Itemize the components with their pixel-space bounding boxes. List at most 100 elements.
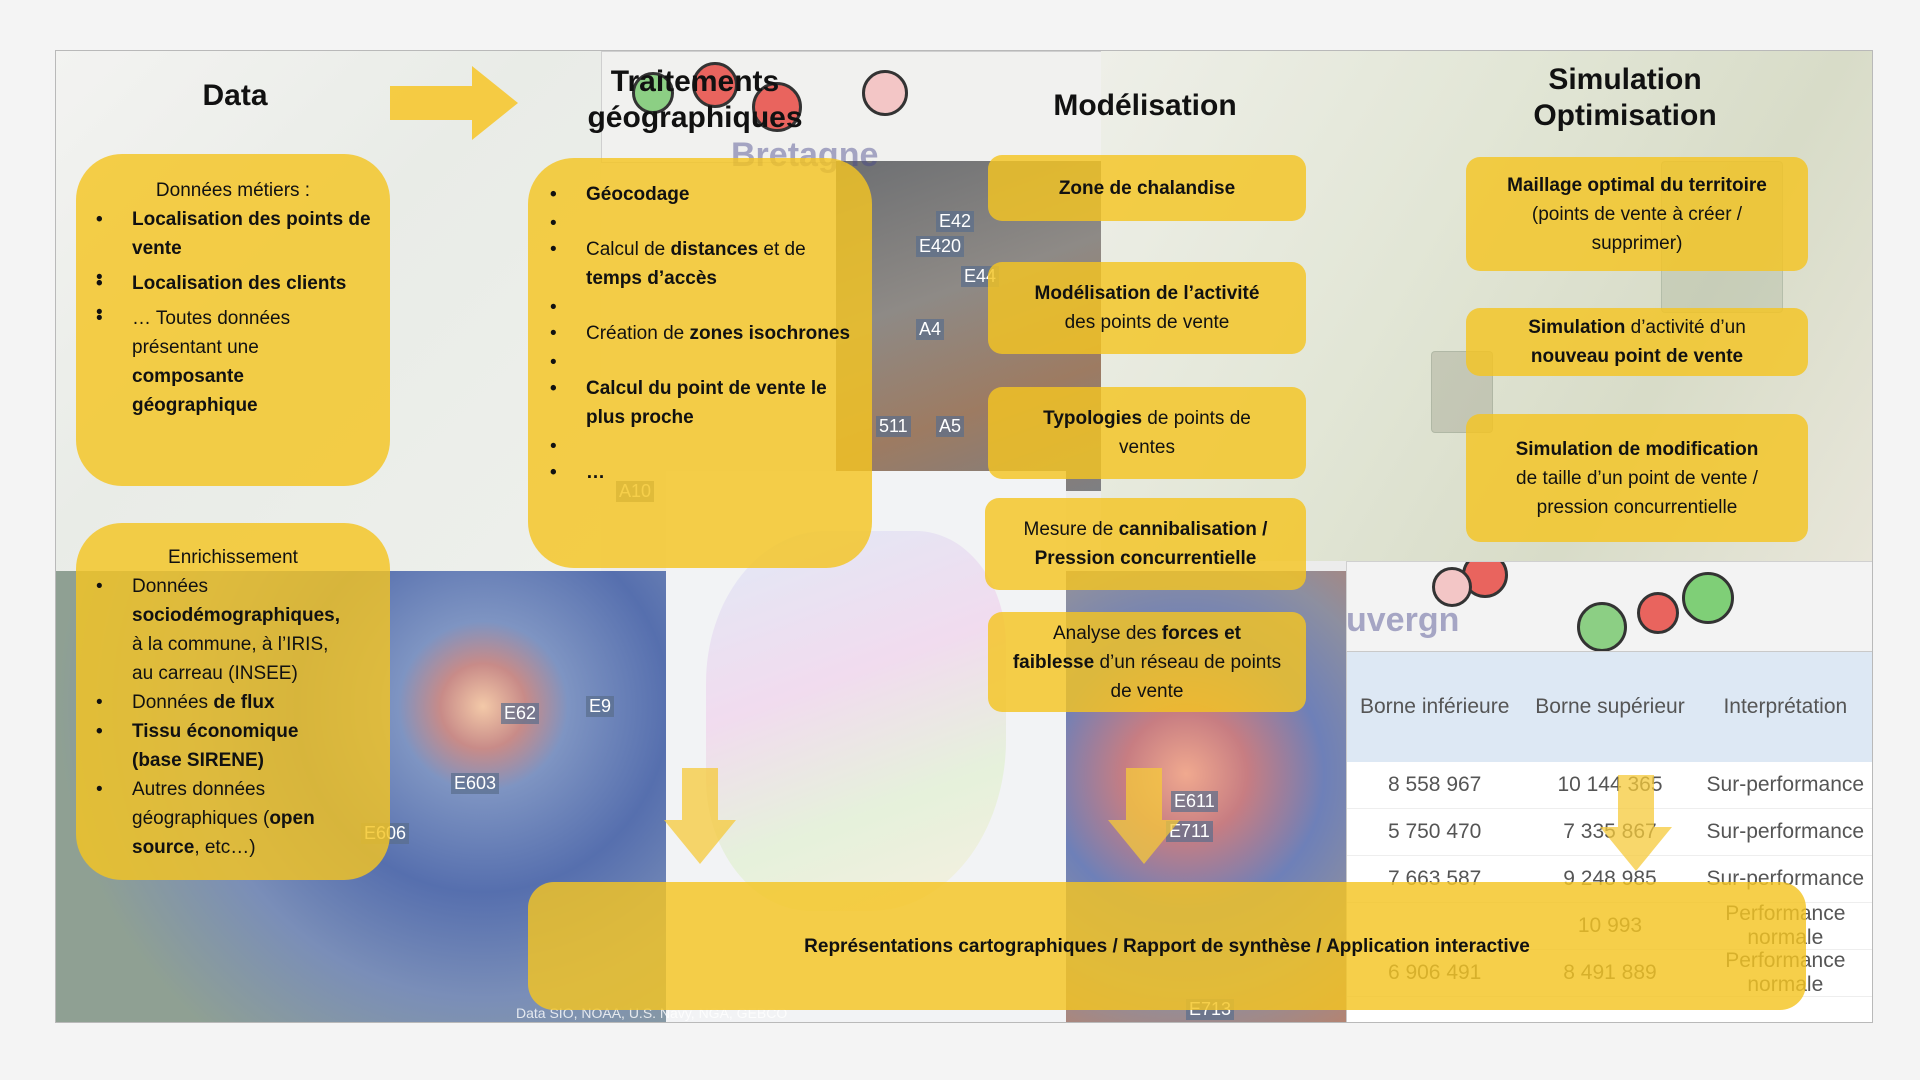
road-label: E9 (586, 696, 615, 717)
text: d’un réseau de points de vente (1094, 651, 1282, 702)
list-item: Géocodage (546, 180, 854, 209)
box-text: de taille d’un point de vente / pression… (1516, 467, 1758, 518)
data-business-box: Données métiers : Localisation des point… (76, 154, 390, 486)
column-title-traitements: Traitements géographiques (560, 64, 830, 136)
arrow-right-icon (390, 66, 518, 140)
box-heading: Données métiers : (155, 180, 311, 201)
text: , etc…) (194, 837, 256, 858)
traitements-box: Géocodage Calcul de distances et de temps… (528, 158, 872, 568)
map-pin (1577, 602, 1627, 652)
text-bold: open source (132, 808, 315, 858)
text: à la commune, à l’IRIS, (132, 634, 329, 655)
box-text: des points de vente (1064, 312, 1230, 333)
title-line: géographiques (587, 101, 803, 134)
list-item: Localisation des clients (92, 269, 374, 298)
list-item: Calcul de distances et de temps d’accès (546, 235, 854, 293)
modelisation-box-activite: Modélisation de l’activité des points de… (988, 262, 1306, 354)
map-pin (692, 62, 738, 108)
title-line: Traitements (610, 65, 780, 98)
road-label: E42 (936, 211, 975, 232)
title-line: Simulation (1548, 63, 1702, 96)
spacer (546, 209, 854, 238)
text-bold: Tissu économique (132, 721, 299, 742)
text-bold: composante géographique (132, 366, 258, 416)
table-header: Borne inférieure Borne supérieur Interpr… (1347, 652, 1872, 762)
title-line: Optimisation (1533, 99, 1717, 132)
text-bold: Simulation (1528, 317, 1626, 338)
road-label: A5 (936, 416, 965, 437)
text: Données (132, 576, 209, 597)
background-map-points-bottom (1346, 561, 1872, 660)
column-title-simulation: Simulation Optimisation (1490, 62, 1760, 134)
text-bold: de flux (213, 692, 275, 713)
modelisation-box-forces: Analyse des forces et faiblesse d’un rés… (988, 612, 1306, 712)
text-bold: (base SIRENE) (132, 750, 264, 771)
text: Calcul de (586, 239, 671, 260)
road-label: E62 (501, 703, 540, 724)
road-label: E420 (916, 236, 965, 257)
text: Création de (586, 323, 690, 344)
text-bold: forces et (1161, 622, 1241, 644)
text: … Toutes données présentant une (132, 308, 291, 358)
modelisation-box-chalandise: Zone de chalandise (988, 155, 1306, 221)
text: d’activité d’un (1625, 317, 1746, 338)
box-text: Pression concurrentielle (1034, 548, 1257, 569)
box-text: Simulation de modification (1515, 438, 1759, 460)
table-header-cell: Interprétation (1723, 695, 1848, 718)
text: (points de vente à créer / supprimer) (1531, 203, 1743, 254)
box-text: Zone de chalandise (1058, 177, 1236, 199)
list-item: Tissu économique (base SIRENE) (92, 717, 374, 775)
output-bar-text: Représentations cartographiques / Rappor… (804, 935, 1530, 957)
text: de points de ventes (1119, 408, 1251, 458)
text-bold: cannibalisation / (1118, 519, 1268, 540)
text: Mesure de (1023, 519, 1119, 540)
map-pin (632, 72, 674, 114)
spacer (546, 348, 854, 377)
box-text: Modélisation de l’activité (1034, 283, 1260, 304)
text-bold: distances (670, 239, 759, 260)
modelisation-box-typologies: Typologies de points de ventes (988, 387, 1306, 479)
text: Autres données géographiques ( (132, 779, 270, 829)
arrow-down-icon (1108, 768, 1180, 864)
simulation-box-modification: Simulation de modification de taille d’u… (1466, 414, 1808, 542)
map-pin (862, 70, 908, 116)
simulation-box-maillage: Maillage optimal du territoire (points d… (1466, 157, 1808, 271)
text-bold: zones isochrones (689, 323, 851, 344)
map-pin (1637, 592, 1679, 634)
table-cell: Sur-performance (1706, 773, 1865, 796)
box-text: nouveau point de vente (1530, 346, 1744, 367)
arrow-down-icon (664, 768, 736, 864)
box-text-group: Mesure de cannibalisation / (1024, 515, 1268, 544)
text-bold: Maillage optimal du territoire (1507, 174, 1767, 196)
region-shape (706, 531, 1006, 911)
road-label: E603 (451, 773, 500, 794)
arrow-down-icon (1600, 775, 1672, 871)
map-region-label: uvergn (1346, 601, 1460, 639)
list-item: Localisation des points de vente (92, 205, 374, 263)
spacer (546, 293, 854, 322)
box-text-group: Maillage optimal du territoire (points d… (1492, 171, 1782, 258)
road-label: 511 (876, 416, 911, 437)
map-pin (752, 82, 802, 132)
list-item: Création de zones isochrones (546, 319, 854, 348)
text-bold: faiblesse (1012, 651, 1095, 673)
table-cell: 8 558 967 (1387, 773, 1482, 796)
road-label: E711 (1166, 821, 1213, 842)
list-item: … (546, 458, 854, 487)
box-text-group: Simulation d’activité d’un (1528, 313, 1746, 342)
road-label: A4 (916, 319, 945, 340)
simulation-box-nouveau: Simulation d’activité d’un nouveau point… (1466, 308, 1808, 376)
list-item: Données de flux (92, 688, 374, 717)
list-item: … Toutes données présentant une composan… (92, 304, 374, 420)
table-cell: Sur-performance (1706, 820, 1865, 843)
text: et de (758, 239, 806, 260)
map-pin (1682, 572, 1734, 624)
data-enrichment-box: Enrichissement Données sociodémographiqu… (76, 523, 390, 880)
box-heading: Enrichissement (168, 547, 298, 568)
spacer (546, 432, 854, 461)
table-cell: 5 750 470 (1387, 820, 1482, 843)
box-text-group: Typologies de points de ventes (1017, 404, 1277, 462)
map-pin (1432, 567, 1472, 607)
table-header-cell: Borne supérieur (1535, 695, 1685, 718)
text: Analyse des (1053, 622, 1162, 644)
